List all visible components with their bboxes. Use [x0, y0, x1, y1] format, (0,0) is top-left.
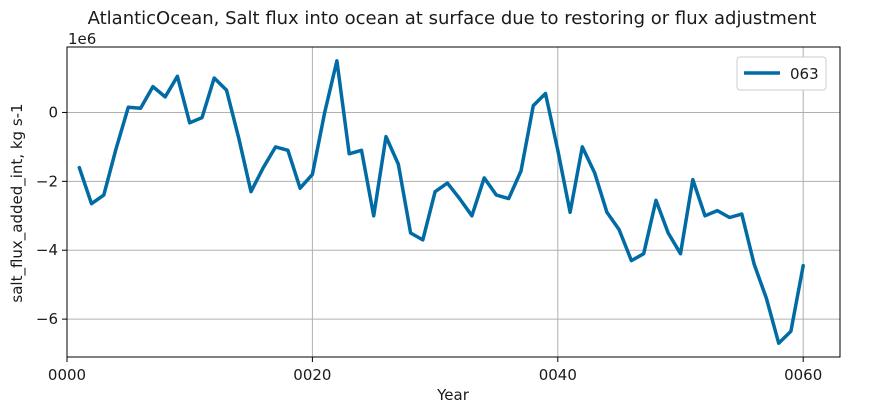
y-tick-label: −4	[36, 241, 58, 259]
x-tick-label: 0000	[48, 366, 86, 384]
x-axis: 0000 0020 0040 0060	[48, 357, 822, 384]
plot-frame	[66, 46, 841, 358]
y-tick-label: −2	[36, 172, 58, 190]
x-tick-label: 0060	[784, 366, 822, 384]
y-axis: −6 −4 −2 0	[36, 103, 67, 328]
y-axis-label: salt_flux_added_int, kg s-1	[8, 103, 27, 302]
x-axis-label: Year	[436, 386, 470, 404]
legend-label-063: 063	[790, 65, 819, 83]
series-line-063	[77, 59, 805, 345]
y-tick-label: 0	[48, 103, 58, 121]
legend: 063	[736, 56, 827, 91]
x-tick-label: 0040	[539, 366, 577, 384]
y-offset-label: 1e6	[68, 30, 96, 48]
legend-box	[736, 56, 827, 91]
plot-area	[77, 59, 805, 345]
x-tick-label: 0020	[293, 366, 331, 384]
grid	[66, 47, 840, 357]
chart-title: AtlanticOcean, Salt flux into ocean at s…	[88, 8, 817, 29]
y-tick-label: −6	[36, 310, 58, 328]
